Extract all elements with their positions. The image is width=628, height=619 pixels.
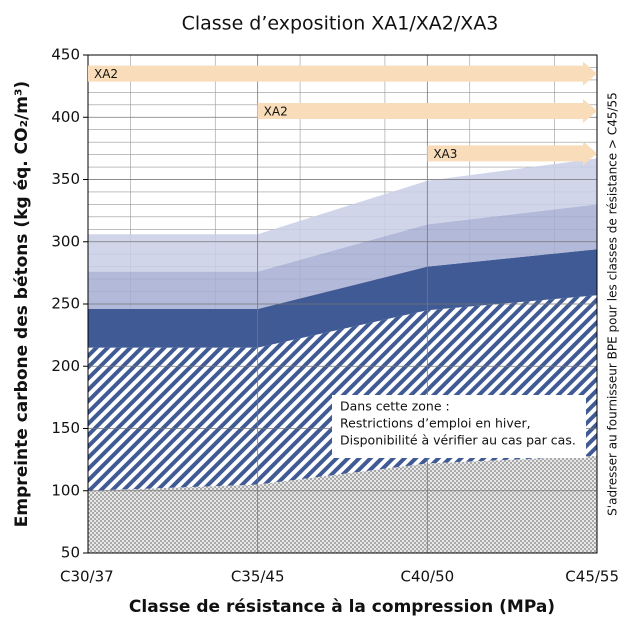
arrow-label: XA3 [433, 147, 457, 161]
x-tick-label: C45/55 [565, 568, 619, 586]
y-tick-label: 200 [51, 357, 80, 375]
area [88, 455, 597, 553]
arrow [88, 61, 597, 86]
y-tick-label: 50 [61, 544, 80, 562]
chart-title: Classe d’exposition XA1/XA2/XA3 [182, 13, 499, 35]
note-box [332, 395, 586, 458]
note-line: Disponibilité à vérifier au cas par cas. [340, 433, 576, 448]
note-line: Restrictions d’emploi en hiver, [340, 416, 531, 431]
y-axis-title: Empreinte carbone des bétons (kg éq. CO₂… [12, 81, 32, 527]
arrow [257, 99, 597, 124]
area [88, 204, 597, 309]
y-tick-label: 150 [51, 419, 80, 437]
arrow [427, 141, 597, 166]
x-tick-label: C30/37 [60, 568, 114, 586]
y-tick-label: 400 [51, 108, 80, 126]
plot-frame [87, 54, 598, 554]
arrow-label: XA2 [264, 105, 288, 119]
plot-area [88, 55, 597, 553]
y-tick-label: 100 [51, 481, 80, 499]
x-tick-label: C35/45 [231, 568, 285, 586]
y-tick-label: 450 [51, 46, 80, 64]
x-axis-title: Classe de résistance à la compression (M… [129, 597, 555, 617]
x-tick-label: C40/50 [400, 568, 454, 586]
y-tick-label: 350 [51, 170, 80, 188]
side-note: S'adresser au fournisseur BPE pour les c… [606, 92, 620, 516]
area [88, 158, 597, 272]
note-line: Dans cette zone : [340, 399, 450, 414]
y-tick-label: 250 [51, 295, 80, 313]
y-tick-label: 300 [51, 232, 80, 250]
area [88, 249, 597, 348]
arrow-label: XA2 [94, 67, 118, 81]
